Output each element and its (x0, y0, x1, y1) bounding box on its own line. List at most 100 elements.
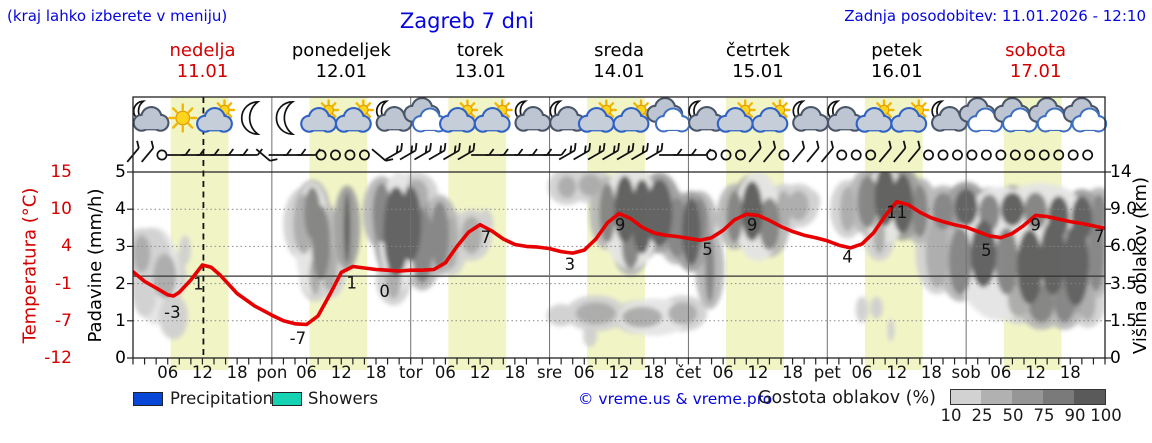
clouds-icon (646, 97, 691, 133)
day-name: petek (871, 40, 923, 61)
wind-barb-icon (399, 142, 418, 161)
moon-cloud-icon (514, 100, 552, 132)
cloud-blob (343, 192, 351, 264)
time-label-hour: 06 (713, 363, 734, 382)
cloud-density-label: Gostota oblakov (%) (758, 388, 936, 408)
cloud-blob (621, 306, 663, 328)
calm-wind-icon (923, 149, 934, 161)
wind-barb-icon (140, 140, 155, 163)
cloud-blob (1017, 229, 1043, 305)
time-label-hour: 18 (643, 363, 664, 382)
cloud-height-axis-title: Višina oblakov (km) (1130, 176, 1151, 355)
cloud-blob (705, 235, 715, 303)
cloud-blob (557, 175, 577, 199)
moon-icon (275, 100, 296, 136)
time-label-day: pon (256, 363, 287, 382)
cloud-blob (759, 198, 780, 251)
calm-wind-icon (836, 149, 848, 161)
temp-axis-tick: -12 (44, 348, 72, 368)
calm-wind-icon (865, 149, 877, 161)
wind-barb-icon (543, 148, 567, 156)
wind-barb-icon (907, 140, 921, 163)
time-label-hour: 18 (1060, 363, 1081, 382)
calm-wind-icon (1009, 149, 1021, 161)
cloud-blob (631, 179, 653, 254)
wind-barb-icon (442, 142, 461, 161)
calm-wind-icon (1024, 149, 1036, 161)
moon-cloud-icon (931, 100, 968, 132)
time-label-hour: 12 (609, 363, 630, 382)
wind-barb-icon (645, 142, 664, 161)
showers-label: Showers (308, 389, 379, 408)
cloud-blob (887, 318, 895, 342)
moon-cloud-icon (132, 100, 170, 132)
wind-barb-icon (878, 140, 892, 163)
temperature-value-label: 11 (886, 203, 907, 222)
time-label-day: pet (814, 363, 842, 382)
calm-wind-icon (1038, 149, 1050, 161)
calm-wind-icon (1082, 149, 1094, 161)
calm-wind-icon (706, 149, 718, 161)
time-label-hour: 18 (921, 363, 942, 382)
time-label-hour: 12 (1025, 363, 1046, 382)
day-date: 16.01 (871, 61, 923, 82)
wind-symbol-row (126, 140, 1094, 163)
calm-wind-icon (966, 149, 978, 161)
time-label-day: tor (399, 363, 423, 382)
day-header: sobota 17.01 (966, 40, 1105, 82)
time-label-hour: 12 (470, 363, 491, 382)
cloud-blob (1088, 216, 1105, 292)
wind-barb-icon (616, 142, 635, 161)
cloud-blob (311, 205, 331, 280)
temperature-value-label: 7 (1094, 227, 1105, 246)
calm-wind-icon (735, 149, 746, 161)
time-label-hour: 12 (331, 363, 352, 382)
cloud-blob (874, 172, 896, 226)
copyright: © vreme.us & vreme.pro (578, 390, 773, 408)
day-header: petek 16.01 (827, 40, 966, 82)
sun-cloud-icon (300, 99, 340, 133)
cloud-density-scale-tick: 10 (940, 406, 962, 425)
day-date: 13.01 (454, 61, 506, 82)
day-name: nedelja (169, 40, 236, 61)
temp-axis-tick: -1 (55, 273, 72, 294)
day-header: sreda 14.01 (550, 40, 689, 82)
time-label-hour: 06 (296, 363, 317, 382)
precipitation-label: Precipitation (170, 389, 274, 408)
sun-cloud-icon (716, 99, 756, 133)
sun-cloud-icon (855, 99, 895, 133)
calm-wind-icon (358, 149, 370, 161)
temperature-value-label: 4 (842, 247, 853, 266)
plot-frame (132, 96, 1106, 359)
day-date: 17.01 (1009, 61, 1062, 82)
calm-wind-icon (778, 149, 790, 161)
cloud-blob (430, 201, 449, 269)
wind-barb-icon (385, 142, 403, 161)
calm-wind-icon (330, 149, 341, 161)
cloud-height-axis-tick: 6.0 (1110, 236, 1138, 257)
cloud-height-axis-tick: 1.5 (1110, 310, 1138, 331)
cloud-blob (578, 173, 602, 197)
day-name: sreda (594, 40, 645, 61)
cloud-blob (646, 179, 673, 247)
cloud-density-scale-tick: 75 (1033, 406, 1055, 425)
sun-cloud-icon (439, 99, 479, 133)
cloud-blob (668, 302, 698, 325)
precip-axis-tick: 1 (115, 310, 126, 331)
calm-wind-icon (952, 149, 963, 161)
cloud-density-scale-tick: 100 (1090, 406, 1122, 425)
cloud-blob (925, 220, 949, 288)
page-title: Zagreb 7 dni (399, 9, 535, 33)
sun-cloud-icon (890, 99, 930, 133)
temperature-value-label: 0 (379, 282, 390, 301)
temperature-value-label: 9 (747, 215, 758, 234)
time-label-hour: 06 (852, 363, 873, 382)
calm-wind-icon (315, 149, 327, 161)
wind-barb-icon (631, 142, 649, 161)
cloud-blob (805, 190, 821, 213)
sun-cloud-icon (751, 99, 791, 133)
day-header: torek 13.01 (411, 40, 550, 82)
day-header: četrtek 15.01 (688, 40, 827, 82)
time-label-hour: 18 (227, 363, 248, 382)
